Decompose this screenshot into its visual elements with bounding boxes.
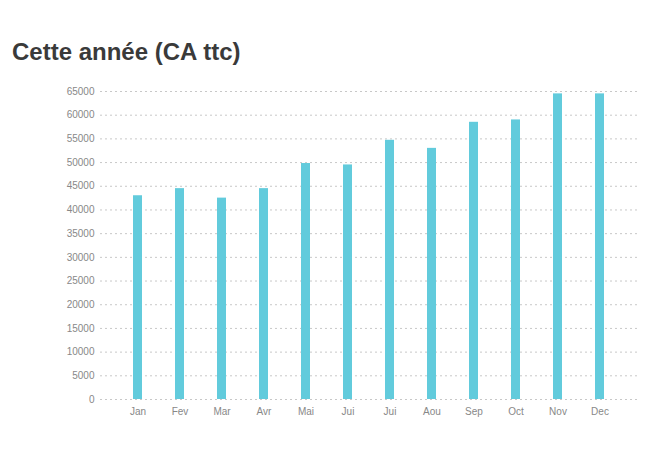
svg-text:30000: 30000 [67, 252, 95, 263]
svg-text:Jui: Jui [384, 406, 397, 417]
svg-text:Nov: Nov [549, 406, 567, 417]
svg-text:45000: 45000 [67, 180, 95, 191]
svg-text:40000: 40000 [67, 204, 95, 215]
svg-text:Mar: Mar [213, 406, 231, 417]
svg-text:Sep: Sep [465, 406, 483, 417]
svg-text:65000: 65000 [67, 86, 95, 97]
svg-text:50000: 50000 [67, 157, 95, 168]
svg-text:Oct: Oct [508, 406, 524, 417]
html-text:Cette année (CA ttc): Cette année (CA ttc) [12, 38, 241, 65]
svg-text:Avr: Avr [257, 406, 272, 417]
svg-text:Dec: Dec [591, 406, 609, 417]
svg-text:Fev: Fev [172, 406, 189, 417]
svg-text:Mai: Mai [298, 406, 314, 417]
svg-text:25000: 25000 [67, 275, 95, 286]
svg-text:20000: 20000 [67, 299, 95, 310]
svg-text:Jui: Jui [342, 406, 355, 417]
svg-text:60000: 60000 [67, 109, 95, 120]
svg-text:Aou: Aou [423, 406, 441, 417]
svg-text:Jan: Jan [130, 406, 146, 417]
svg-text:5000: 5000 [72, 370, 95, 381]
svg-text:10000: 10000 [67, 346, 95, 357]
svg-text:0: 0 [89, 394, 95, 405]
svg-text:55000: 55000 [67, 133, 95, 144]
svg-text:35000: 35000 [67, 228, 95, 239]
svg-text:15000: 15000 [67, 323, 95, 334]
